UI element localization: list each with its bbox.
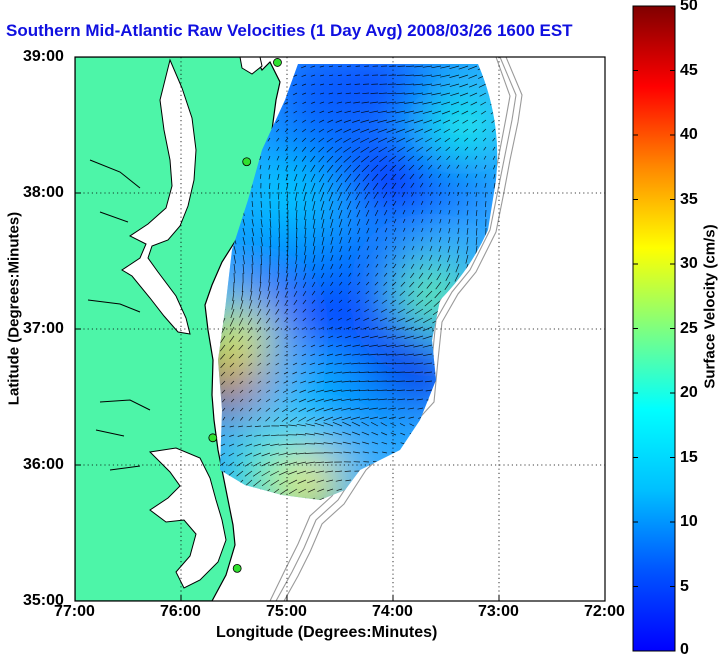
radar-site-marker xyxy=(273,58,282,67)
speed-field-cell xyxy=(380,335,449,404)
colorbar-tick-label: 30 xyxy=(680,255,698,272)
x-tick-label: 72:00 xyxy=(584,603,625,620)
y-tick-label: 36:00 xyxy=(23,456,64,473)
radar-site-marker xyxy=(232,563,242,573)
speed-field-cell xyxy=(295,281,364,350)
pamlico-sound xyxy=(148,447,227,589)
colorbar xyxy=(632,5,676,652)
delaware-bay xyxy=(239,57,263,75)
chesapeake-bay xyxy=(121,58,197,335)
x-axis-label: Longitude (Degrees:Minutes) xyxy=(216,624,438,641)
speed-field-cell xyxy=(284,213,353,282)
colorbar-label: Surface Velocity (cm/s) xyxy=(701,224,719,389)
bathymetry-contour xyxy=(283,57,523,601)
speed-field-cell xyxy=(427,91,496,159)
y-axis-label: Latitude (Degrees:Minutes) xyxy=(5,211,23,406)
x-tick-label: 77:00 xyxy=(54,603,95,620)
chart-title: Southern Mid-Atlantic Raw Velocities (1 … xyxy=(6,21,573,40)
grid-lines xyxy=(75,57,605,601)
colorbar-tick-label: 5 xyxy=(680,577,689,595)
colorbar-tick-label: 25 xyxy=(680,319,698,337)
x-tick-label: 74:00 xyxy=(372,603,413,620)
x-tick-label: 73:00 xyxy=(478,603,519,620)
colorbar-tick-label: 20 xyxy=(680,384,698,401)
colorbar-tick-label: 10 xyxy=(680,513,698,530)
colorbar-tick-label: 40 xyxy=(680,126,698,143)
colorbar-tick-label: 50 xyxy=(680,0,698,14)
y-tick-label: 39:00 xyxy=(23,48,64,65)
x-tick-label: 75:00 xyxy=(266,603,307,620)
y-tick-label: 37:00 xyxy=(23,320,64,337)
velocity-vectors xyxy=(218,65,498,500)
speed-field-cell xyxy=(274,451,343,500)
y-tick-label: 38:00 xyxy=(23,184,64,201)
colorbar-tick-label: 35 xyxy=(680,190,698,208)
river-inlet xyxy=(87,159,151,471)
x-tick-label: 76:00 xyxy=(160,603,201,620)
radar-site-marker xyxy=(242,157,252,167)
colorbar-tick-label: 0 xyxy=(680,641,689,658)
colorbar-tick-label: 45 xyxy=(680,61,698,79)
speed-field-cell xyxy=(327,363,396,431)
colorbar-tick-label: 15 xyxy=(680,448,698,466)
radar-site-marker xyxy=(208,433,218,443)
speed-field-cell xyxy=(306,118,374,187)
y-tick-label: 35:00 xyxy=(23,592,64,609)
